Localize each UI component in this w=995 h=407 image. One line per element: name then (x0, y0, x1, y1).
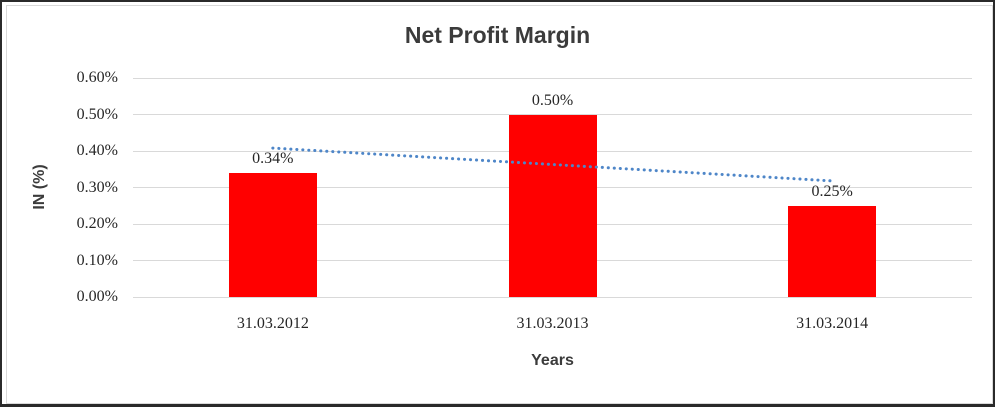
x-axis-title: Years (531, 352, 574, 369)
y-tick-label: 0.50% (76, 105, 118, 123)
x-tick-label: 31.03.2014 (796, 315, 869, 332)
y-tick-label: 0.20% (76, 215, 118, 232)
y-tick-label: 0.10% (76, 251, 118, 269)
y-tick-label: 0.30% (76, 178, 118, 196)
y-tick-label: 0.40% (76, 142, 118, 159)
gridline (133, 296, 972, 298)
chart-frame (6, 5, 993, 404)
chart-title: Net Profit Margin (404, 22, 591, 48)
bar-data-label: 0.34% (252, 149, 294, 167)
x-tick-label: 31.03.2013 (516, 315, 589, 332)
y-tick-label: 0.60% (76, 69, 118, 86)
bar-31.03.2014 (788, 205, 877, 297)
bar-data-label: 0.25% (811, 182, 853, 200)
bar-31.03.2013 (508, 114, 597, 297)
bar-31.03.2012 (228, 172, 317, 297)
gridline (133, 77, 972, 79)
x-tick-label: 31.03.2012 (236, 315, 309, 332)
bar-data-label: 0.50% (531, 91, 574, 109)
y-tick-label: 0.00% (76, 288, 118, 305)
y-axis-title: IN (%) (31, 164, 48, 210)
